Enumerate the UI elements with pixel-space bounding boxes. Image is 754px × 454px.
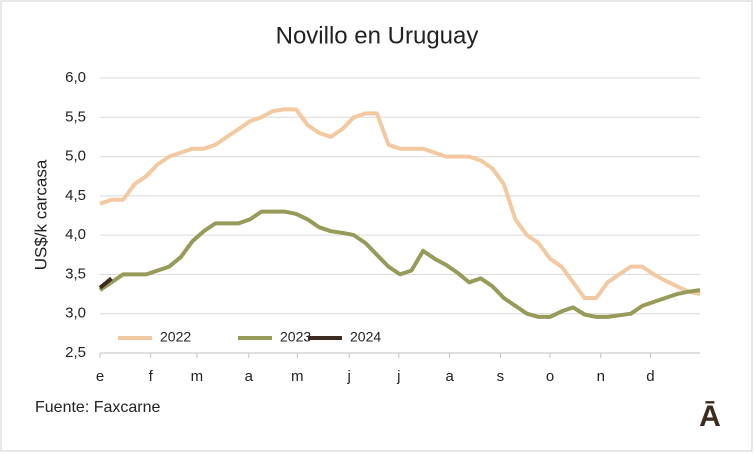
x-tick-label: s [497, 368, 505, 385]
legend-label: 2024 [350, 329, 381, 345]
x-tick-label: m [291, 368, 304, 385]
logo: Ā [699, 400, 721, 433]
x-tick-label: a [245, 368, 254, 385]
y-tick-label: 5,5 [65, 108, 86, 125]
y-tick-label: 2,5 [65, 344, 86, 361]
legend-label: 2022 [160, 329, 191, 345]
x-tick-label: o [546, 368, 554, 385]
x-tick-label: d [646, 368, 654, 385]
x-tick-label: j [347, 368, 351, 385]
y-tick-label: 6,0 [65, 69, 86, 86]
legend-label: 2023 [280, 329, 311, 345]
y-axis-label: US$/k carcasa [31, 159, 50, 270]
x-tick-label: n [597, 368, 605, 385]
source: Fuente: Faxcarne [35, 399, 161, 416]
y-tick-label: 4,0 [65, 226, 86, 243]
y-tick-label: 4,5 [65, 187, 86, 204]
line-series [98, 209, 701, 319]
line-series [99, 107, 701, 300]
x-tick-label: e [96, 368, 104, 385]
x-tick-label: f [149, 368, 154, 385]
y-tick-label: 5,0 [65, 148, 86, 165]
y-tick-label: 3,5 [65, 265, 86, 282]
y-tick-label: 3,0 [65, 305, 86, 322]
chart-title: Novillo en Uruguay [276, 22, 479, 49]
x-tick-label: a [445, 368, 454, 385]
x-tick-label: j [396, 368, 400, 385]
line-series [98, 276, 113, 290]
x-tick-label: m [191, 368, 204, 385]
